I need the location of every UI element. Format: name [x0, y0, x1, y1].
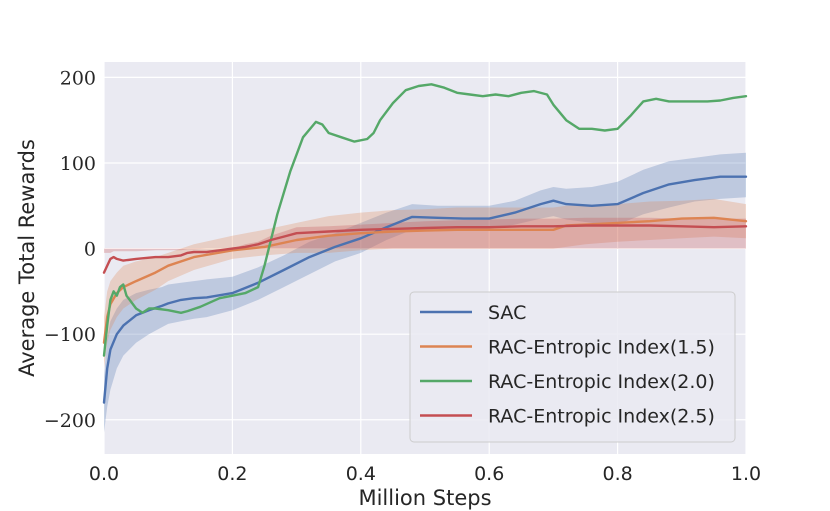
x-axis-label: Million Steps [358, 486, 491, 510]
x-tick-label: 0.6 [474, 463, 504, 485]
x-tick-label: 0.0 [89, 463, 119, 485]
legend-label-3: RAC-Entropic Index(2.5) [488, 406, 715, 428]
series-line-1 [102, 216, 748, 344]
y-tick-label: −100 [44, 324, 96, 346]
series-line-2 [102, 83, 748, 357]
series-line-3 [102, 224, 748, 274]
x-tick-label: 0.4 [346, 463, 376, 485]
legend-label-1: RAC-Entropic Index(1.5) [488, 337, 715, 359]
legend-label-2: RAC-Entropic Index(2.0) [488, 371, 715, 393]
y-tick-label: 200 [60, 67, 96, 89]
x-tick-label: 0.2 [217, 463, 247, 485]
y-axis-label: Average Total Rewards [15, 139, 39, 377]
y-tick-label: 100 [60, 153, 96, 175]
legend-label-0: SAC [488, 302, 526, 324]
x-tick-label: 0.8 [602, 463, 632, 485]
series-lines [102, 83, 748, 404]
legend-box [409, 291, 736, 443]
y-tick-label: 0 [84, 239, 96, 261]
y-tick-label: −200 [44, 410, 96, 432]
legend: SAC RAC-Entropic Index(1.5) RAC-Entropic I… [409, 291, 736, 443]
tick-labels: 0.0 0.2 0.4 0.6 0.8 1.0 −200 −100 0 100 200 [44, 67, 761, 485]
x-tick-label: 1.0 [731, 463, 761, 485]
